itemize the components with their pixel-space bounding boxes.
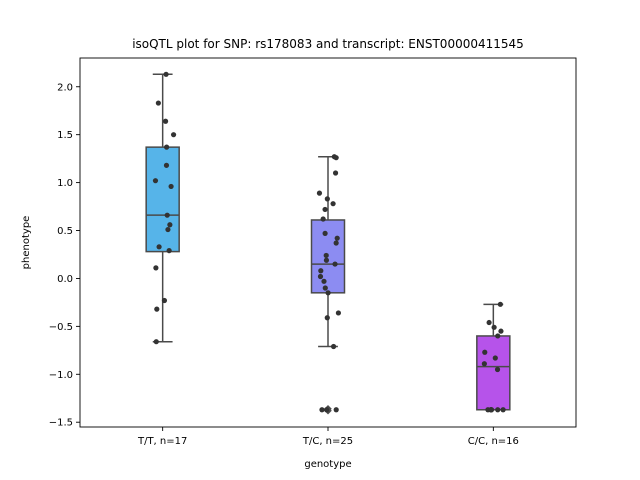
box-group-2 <box>310 154 346 415</box>
box-group-1 <box>145 71 180 345</box>
x-axis-label: genotype <box>304 459 351 470</box>
y-tick-label: 2.0 <box>57 82 73 93</box>
y-tick-label: −0.5 <box>49 322 73 333</box>
data-point <box>164 144 170 150</box>
data-point <box>162 118 169 124</box>
data-point <box>497 301 503 307</box>
axes: −1.5 −1.0 −0.5 0.0 0.5 1.0 1.5 2.0 T/T, n=17 T/C,… <box>49 82 519 447</box>
data-point <box>324 315 330 321</box>
data-point <box>163 162 170 168</box>
data-point <box>333 407 339 413</box>
data-point <box>153 339 159 345</box>
y-tick-label: 1.0 <box>57 178 73 189</box>
data-point <box>500 407 506 413</box>
data-point <box>323 257 330 263</box>
data-point <box>486 319 492 326</box>
data-point <box>154 306 160 312</box>
data-point <box>152 178 159 184</box>
data-point <box>168 183 174 190</box>
data-point <box>333 240 339 246</box>
data-point <box>319 407 325 413</box>
data-point <box>332 170 339 176</box>
plot-area <box>145 71 511 415</box>
data-point <box>334 235 340 241</box>
data-point <box>322 285 328 291</box>
data-point <box>332 261 338 267</box>
data-point <box>320 216 326 222</box>
data-point <box>317 273 324 280</box>
data-point <box>488 407 495 413</box>
data-point <box>323 252 329 259</box>
data-point <box>153 265 159 271</box>
data-point <box>325 290 331 296</box>
box-iqr <box>476 335 511 411</box>
data-point <box>170 132 177 138</box>
data-point <box>321 278 327 284</box>
data-point <box>495 333 501 339</box>
data-point <box>322 230 328 236</box>
data-point <box>491 324 497 330</box>
data-point <box>164 212 170 218</box>
y-tick-label: −1.0 <box>49 370 73 381</box>
data-point <box>335 310 342 316</box>
box-iqr <box>145 146 180 253</box>
data-point <box>323 407 330 413</box>
box-group-3 <box>476 301 511 413</box>
data-point <box>324 196 330 202</box>
data-point <box>161 297 168 304</box>
data-point <box>318 268 324 274</box>
x-tick-label: T/C, n=25 <box>302 436 353 447</box>
data-point <box>165 226 171 233</box>
data-point <box>322 206 328 213</box>
data-point <box>316 190 323 196</box>
y-tick-label: 0.5 <box>57 226 73 237</box>
data-point <box>482 349 488 355</box>
data-point <box>156 244 162 250</box>
data-point <box>166 248 172 254</box>
y-tick-label: −1.5 <box>49 418 73 429</box>
x-tick-label: T/T, n=17 <box>137 436 187 447</box>
data-point <box>498 328 504 334</box>
y-axis-label: phenotype <box>21 216 32 270</box>
chart-title: isoQTL plot for SNP: rs178083 and transc… <box>132 37 524 51</box>
box-iqr <box>310 219 346 294</box>
data-point <box>481 361 487 367</box>
data-point <box>492 355 498 361</box>
x-tick-label: C/C, n=16 <box>468 436 519 447</box>
y-tick-label: 0.0 <box>57 274 73 285</box>
data-point <box>495 407 501 413</box>
data-point <box>494 366 501 373</box>
data-point <box>330 343 337 350</box>
y-tick-label: 1.5 <box>57 130 73 141</box>
data-point <box>333 155 339 161</box>
data-point <box>163 71 169 77</box>
data-point <box>330 201 336 207</box>
data-point <box>167 222 173 228</box>
data-point <box>155 100 161 106</box>
